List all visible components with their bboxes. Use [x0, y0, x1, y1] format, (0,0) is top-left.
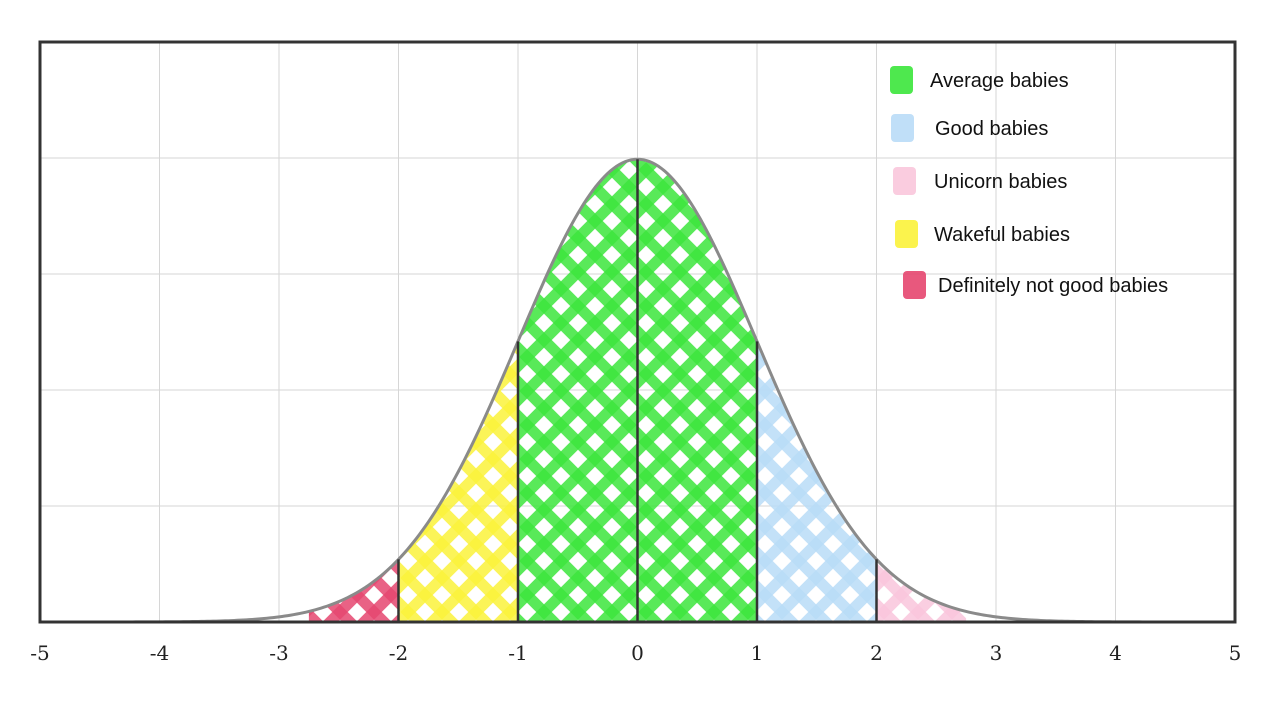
legend-item-definitely-not-good-babies: Definitely not good babies [903, 271, 1168, 299]
x-tick-label: -4 [150, 641, 169, 665]
x-tick-label: 2 [870, 641, 883, 665]
region-dividers [397, 159, 878, 622]
x-tick-label: 5 [1229, 641, 1242, 665]
legend-item-unicorn-babies: Unicorn babies [893, 167, 1067, 195]
legend-swatch [895, 220, 918, 248]
x-tick-label: -3 [269, 641, 288, 665]
legend-swatch [903, 271, 926, 299]
legend: Average babies Good babies Unicorn babies W… [890, 66, 1168, 299]
legend-item-wakeful-babies: Wakeful babies [895, 220, 1070, 248]
x-axis-ticks: -5 -4 -3 -2 -1 0 1 2 3 4 5 [30, 641, 1241, 665]
x-tick-label: 0 [631, 641, 644, 665]
x-tick-label: -5 [30, 641, 49, 665]
x-tick-label: -1 [508, 641, 527, 665]
legend-swatch [893, 167, 916, 195]
plot-border [38, 40, 1237, 624]
x-tick-label: -2 [389, 641, 408, 665]
x-tick-label: 3 [990, 641, 1003, 665]
legend-swatch [890, 66, 913, 94]
x-tick-label: 1 [751, 641, 764, 665]
region-unicorn-babies [876, 559, 967, 622]
legend-label: Average babies [930, 70, 1069, 92]
legend-label: Definitely not good babies [938, 275, 1168, 297]
legend-label: Good babies [935, 118, 1048, 140]
legend-item-good-babies: Good babies [891, 114, 1048, 142]
region-definitely-not-good-babies [308, 559, 399, 622]
legend-item-average-babies: Average babies [890, 66, 1069, 94]
x-tick-label: 4 [1109, 641, 1122, 665]
legend-swatch [891, 114, 914, 142]
legend-label: Unicorn babies [934, 171, 1067, 193]
legend-label: Wakeful babies [934, 224, 1070, 246]
